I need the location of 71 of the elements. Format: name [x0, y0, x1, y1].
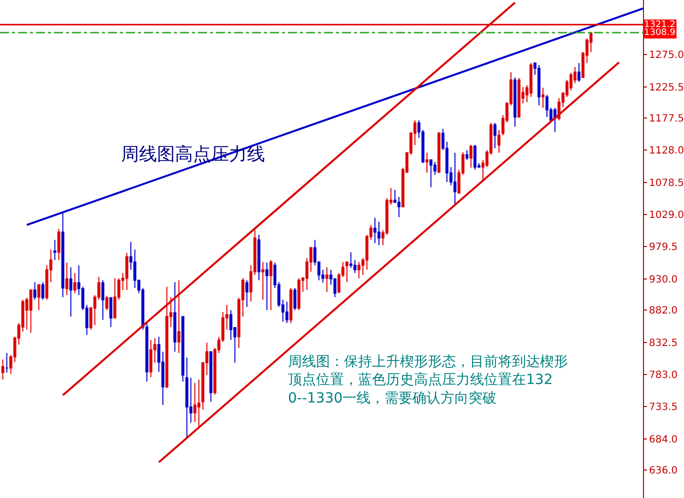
candlestick [101, 280, 104, 320]
candlestick [289, 288, 292, 324]
candlestick [493, 122, 496, 149]
y-tick-label: 1128.0 [649, 146, 684, 157]
candlestick [437, 131, 440, 174]
candlestick [269, 260, 272, 311]
candlestick [53, 239, 56, 261]
candlestick [425, 152, 428, 174]
candlestick [473, 144, 476, 170]
y-tick-label: 882.0 [649, 306, 678, 317]
candlestick [165, 286, 168, 389]
candlestick [33, 282, 36, 300]
candlestick [173, 282, 176, 352]
candlestick [465, 150, 468, 160]
candlestick [185, 357, 188, 438]
candlestick [429, 159, 432, 188]
candlestick [69, 266, 72, 318]
candlestick [553, 107, 556, 132]
candlestick [209, 351, 212, 402]
ref-line-label: 1308.9 [644, 28, 676, 38]
candlestick [177, 280, 180, 354]
candlestick [513, 76, 516, 128]
candlestick [497, 130, 500, 154]
y-tick-label: 1078.5 [649, 178, 684, 189]
y-tick-label: 1225.5 [649, 82, 684, 94]
candlestick [453, 152, 456, 206]
candlestick [105, 295, 108, 311]
candlestick [29, 289, 32, 334]
candlestick [325, 266, 328, 292]
y-tick-label: 832.5 [649, 338, 678, 349]
candlestick [149, 340, 152, 378]
candlestick [578, 62, 580, 82]
candlestick [41, 282, 44, 300]
y-tick-label: 636.0 [649, 466, 678, 477]
candlestick [285, 301, 288, 324]
candlestick [517, 78, 520, 118]
annotation: 周线图：保持上升楔形形态，目前将到达楔形顶点位置，蓝色历史高点压力线位置在1320--1330一线，需要确认方向突破 [288, 354, 568, 406]
candlestick [125, 252, 128, 290]
candlestick [537, 64, 540, 106]
candlestick [377, 221, 380, 246]
y-tick-label: 1177.5 [649, 114, 684, 124]
candlestick [345, 262, 348, 283]
candlestick [545, 94, 548, 118]
candlestick [181, 316, 184, 382]
candlestick [297, 278, 300, 311]
y-tick-label: 1029.0 [649, 210, 684, 222]
y-tick-label: 1275.0 [649, 50, 684, 62]
candlestick [57, 228, 60, 261]
candlestick [261, 262, 264, 300]
candlestick [469, 144, 472, 168]
candlestick [37, 284, 40, 311]
candlestick [541, 87, 544, 108]
candlestick [109, 296, 112, 328]
y-tick-label: 684.0 [649, 434, 678, 446]
y-tick-label: 979.5 [649, 242, 678, 254]
y-tick-label: 783.0 [649, 370, 678, 381]
candlestick [293, 288, 296, 311]
y-tick-label: 930.0 [649, 274, 678, 286]
candlestick [265, 262, 268, 311]
candlestick [197, 379, 200, 428]
candlestick [373, 217, 376, 244]
candlestick [65, 262, 68, 296]
candlestick [5, 352, 8, 374]
candlestick [193, 382, 196, 422]
candlestick [245, 280, 248, 308]
y-tick-label: 733.5 [649, 402, 678, 414]
candlestick [357, 262, 360, 279]
candlestick [73, 272, 76, 294]
candlestick [1, 359, 4, 380]
candlestick [113, 278, 116, 318]
candlestick [257, 234, 260, 281]
